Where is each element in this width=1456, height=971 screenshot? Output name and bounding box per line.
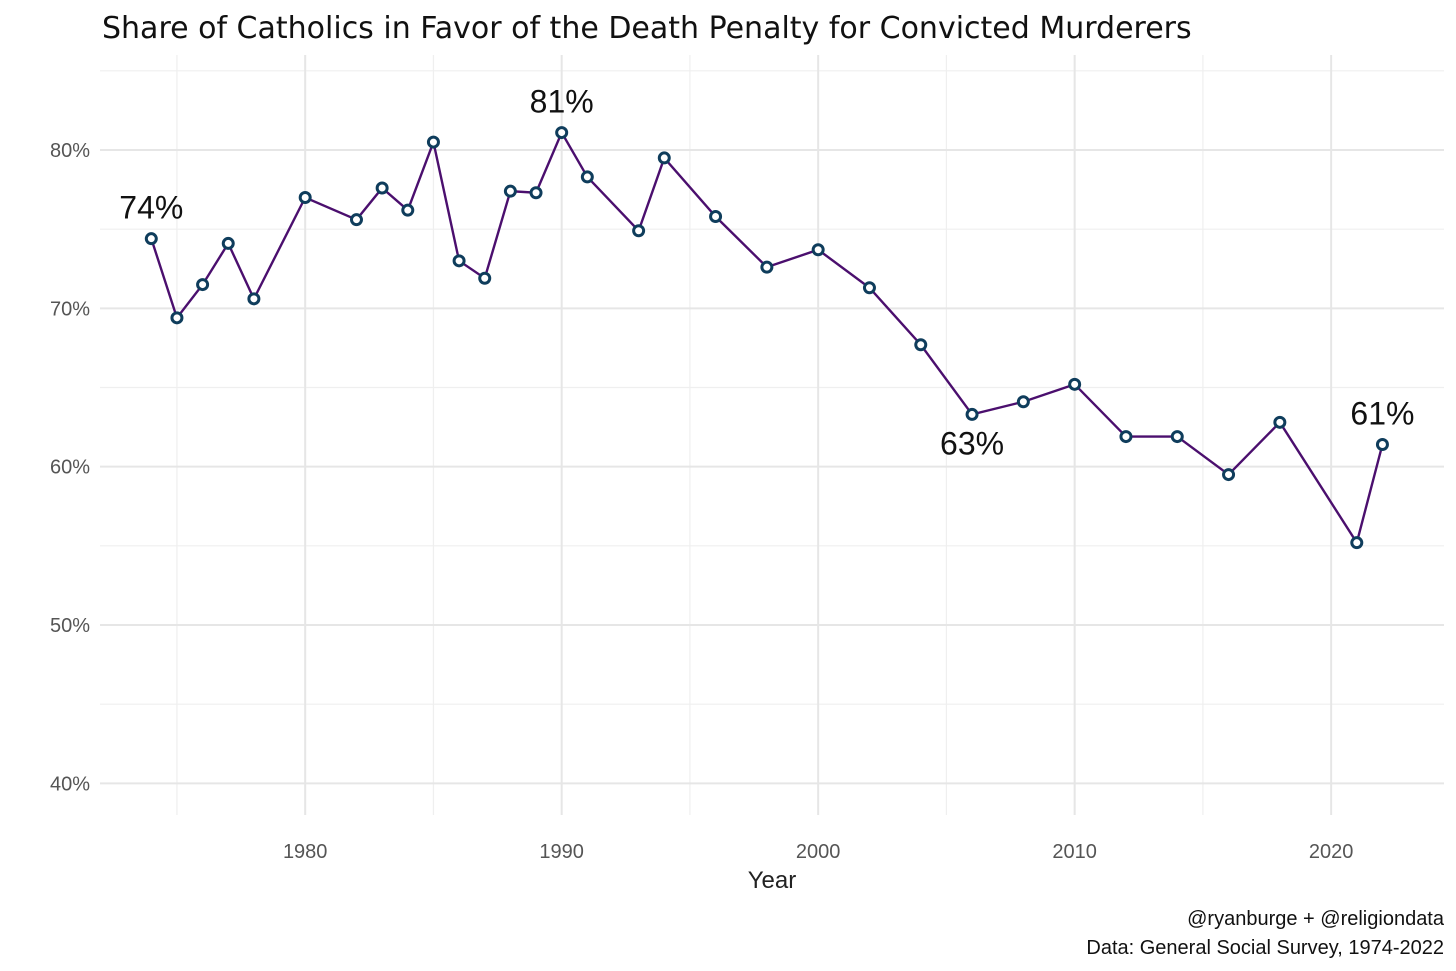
data-label: 74% <box>119 190 183 226</box>
data-point <box>1222 468 1236 482</box>
data-point <box>503 184 517 198</box>
grid <box>100 55 1444 815</box>
data-points <box>144 126 1389 550</box>
y-tick-label: 80% <box>50 140 90 162</box>
caption-source: Data: General Social Survey, 1974-2022 <box>1086 937 1444 959</box>
data-point <box>144 232 158 246</box>
data-point <box>298 191 312 204</box>
data-label: 61% <box>1350 396 1414 432</box>
data-label: 81% <box>530 84 594 120</box>
series-line <box>150 129 1384 546</box>
data-point <box>221 236 235 250</box>
data-point <box>529 186 543 200</box>
data-point <box>760 260 774 274</box>
data-point <box>247 292 261 306</box>
y-tick-label: 40% <box>50 773 90 795</box>
data-point <box>1273 415 1287 429</box>
chart-title: Share of Catholics in Favor of the Death… <box>102 11 1192 46</box>
data-point <box>1119 430 1133 444</box>
data-point <box>555 126 569 140</box>
data-point <box>811 243 825 257</box>
data-point <box>196 278 210 292</box>
y-tick-label: 50% <box>50 615 90 637</box>
caption-credit: @ryanburge + @religiondata <box>1187 908 1445 930</box>
data-point <box>1016 395 1030 409</box>
data-point <box>914 338 928 352</box>
x-axis-label: Year <box>748 867 797 894</box>
data-point <box>965 407 979 421</box>
data-point <box>349 213 363 227</box>
data-point <box>862 281 876 295</box>
data-point <box>401 203 415 217</box>
x-tick-label: 1990 <box>539 841 584 863</box>
data-point <box>426 135 440 149</box>
data-point <box>632 224 646 238</box>
y-tick-label: 60% <box>50 457 90 479</box>
data-label: 63% <box>940 425 1004 461</box>
x-axis-ticks: 1980 1990 2000 2010 2020 <box>283 841 1353 863</box>
data-point <box>1350 536 1364 550</box>
x-tick-label: 2010 <box>1052 841 1097 863</box>
annotations: 74% 81% 63% 61% <box>119 84 1414 462</box>
data-point <box>170 311 184 325</box>
data-point <box>657 151 671 165</box>
x-tick-label: 2020 <box>1309 841 1354 863</box>
data-point <box>1068 377 1082 391</box>
y-axis-ticks: 40% 50% 60% 70% 80% <box>50 140 90 795</box>
data-point <box>375 181 389 195</box>
data-point <box>709 210 723 223</box>
y-tick-label: 70% <box>50 298 90 320</box>
data-point <box>452 254 466 268</box>
x-tick-label: 2000 <box>796 841 841 863</box>
data-point <box>1170 430 1184 444</box>
data-point <box>580 170 594 184</box>
data-point <box>1375 438 1389 451</box>
data-point <box>478 271 492 285</box>
x-tick-label: 1980 <box>283 841 328 863</box>
